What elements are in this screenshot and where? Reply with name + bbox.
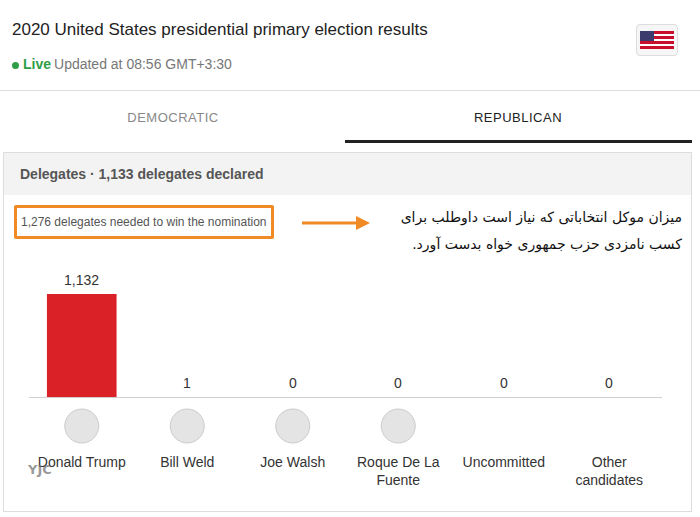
svg-text:Bill Weld: Bill Weld: [160, 454, 214, 470]
svg-text:0: 0: [605, 375, 613, 391]
svg-text:0: 0: [500, 375, 508, 391]
svg-text:0: 0: [394, 375, 402, 391]
svg-text:0: 0: [289, 375, 297, 391]
svg-text:1,132: 1,132: [64, 272, 99, 288]
svg-text:Roque De LaFuente: Roque De LaFuente: [357, 454, 440, 488]
svg-text:1: 1: [183, 375, 191, 391]
svg-text:Uncommitted: Uncommitted: [463, 454, 545, 470]
svg-text:Joe Walsh: Joe Walsh: [260, 454, 325, 470]
svg-text:Othercandidates: Othercandidates: [575, 454, 643, 488]
